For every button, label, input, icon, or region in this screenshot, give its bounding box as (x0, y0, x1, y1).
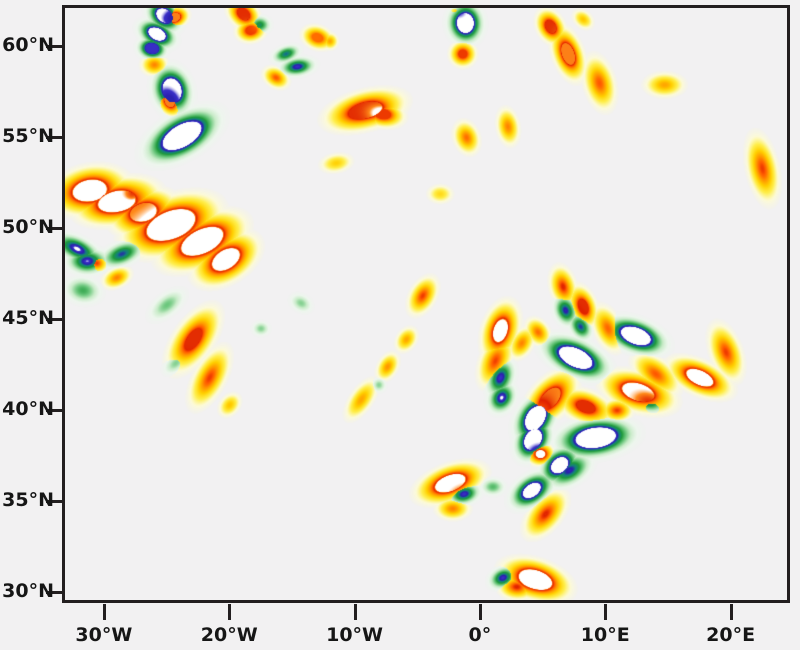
x-tick-label: 20°W (200, 624, 258, 646)
x-tick-mark (478, 604, 482, 620)
y-tick-label: 55°N (2, 125, 54, 148)
x-tick-label: 20°E (706, 624, 756, 646)
y-tick-mark (46, 499, 62, 503)
x-tick-mark (604, 604, 608, 620)
x-tick-mark (353, 604, 357, 620)
x-tick-label: 30°W (75, 624, 133, 646)
y-tick-mark (46, 45, 62, 49)
y-tick-mark (46, 227, 62, 231)
x-tick-label: 0° (468, 624, 492, 646)
y-tick-label: 50°N (2, 216, 54, 239)
x-tick-mark (102, 604, 106, 620)
anomaly-heatmap-canvas (65, 8, 787, 600)
y-tick-label: 60°N (2, 34, 54, 57)
y-tick-mark (46, 318, 62, 321)
y-tick-label: 45°N (2, 307, 54, 329)
x-tick-mark (228, 604, 232, 620)
plot-frame (62, 5, 790, 603)
y-tick-label: 30°N (2, 579, 54, 602)
x-tick-mark (729, 604, 733, 620)
x-tick-label: 10°E (580, 624, 630, 646)
y-tick-mark (46, 136, 62, 140)
y-tick-mark (46, 590, 62, 594)
y-tick-label: 35°N (2, 488, 54, 511)
y-tick-mark (46, 408, 62, 412)
x-tick-label: 10°W (326, 624, 383, 646)
y-tick-label: 40°N (2, 397, 54, 420)
